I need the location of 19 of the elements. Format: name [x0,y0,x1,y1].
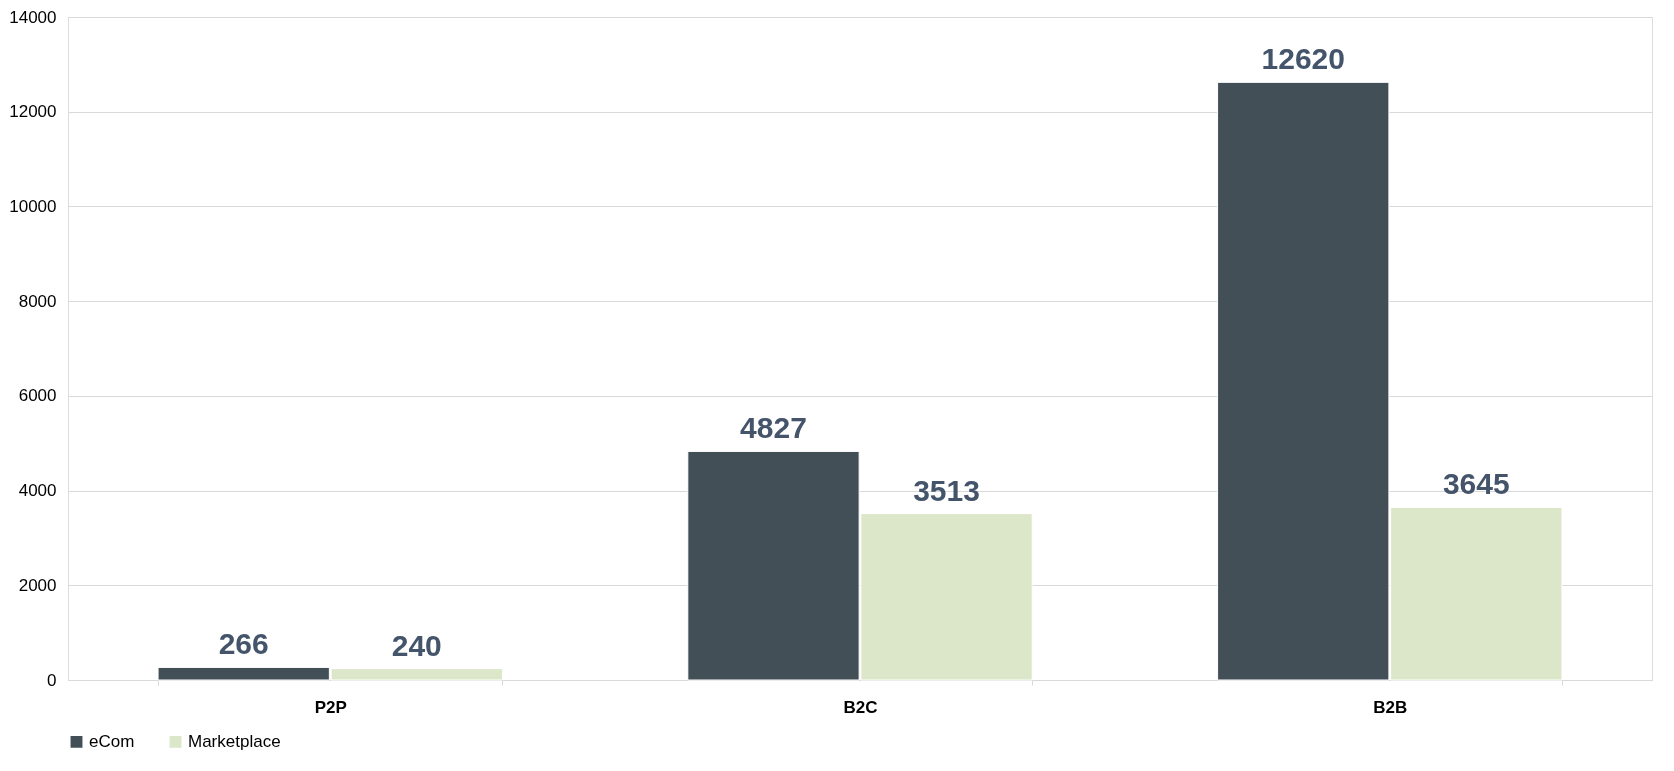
data-label: 3645 [1442,467,1510,501]
legend-label: Marketplace [188,731,281,751]
y-tick-label: 2000 [18,575,57,595]
data-label: 12620 [1261,42,1345,76]
x-tick-label: B2B [1373,697,1408,717]
y-tick-label: 6000 [18,386,57,406]
y-tick-label: 12000 [9,102,57,122]
y-tick-label: 4000 [18,481,57,501]
data-label: 266 [218,627,269,661]
legend-label: eCom [89,731,135,751]
y-tick-label: 10000 [9,196,57,216]
y-tick-label: 8000 [18,291,57,311]
data-label: 4827 [740,411,807,445]
y-tick-label: 14000 [9,7,57,27]
x-tick-label: B2C [843,697,878,717]
data-label: 240 [391,628,442,662]
y-tick-label: 0 [47,670,57,690]
x-tick-label: P2P [314,697,347,717]
data-label: 3513 [913,473,980,507]
